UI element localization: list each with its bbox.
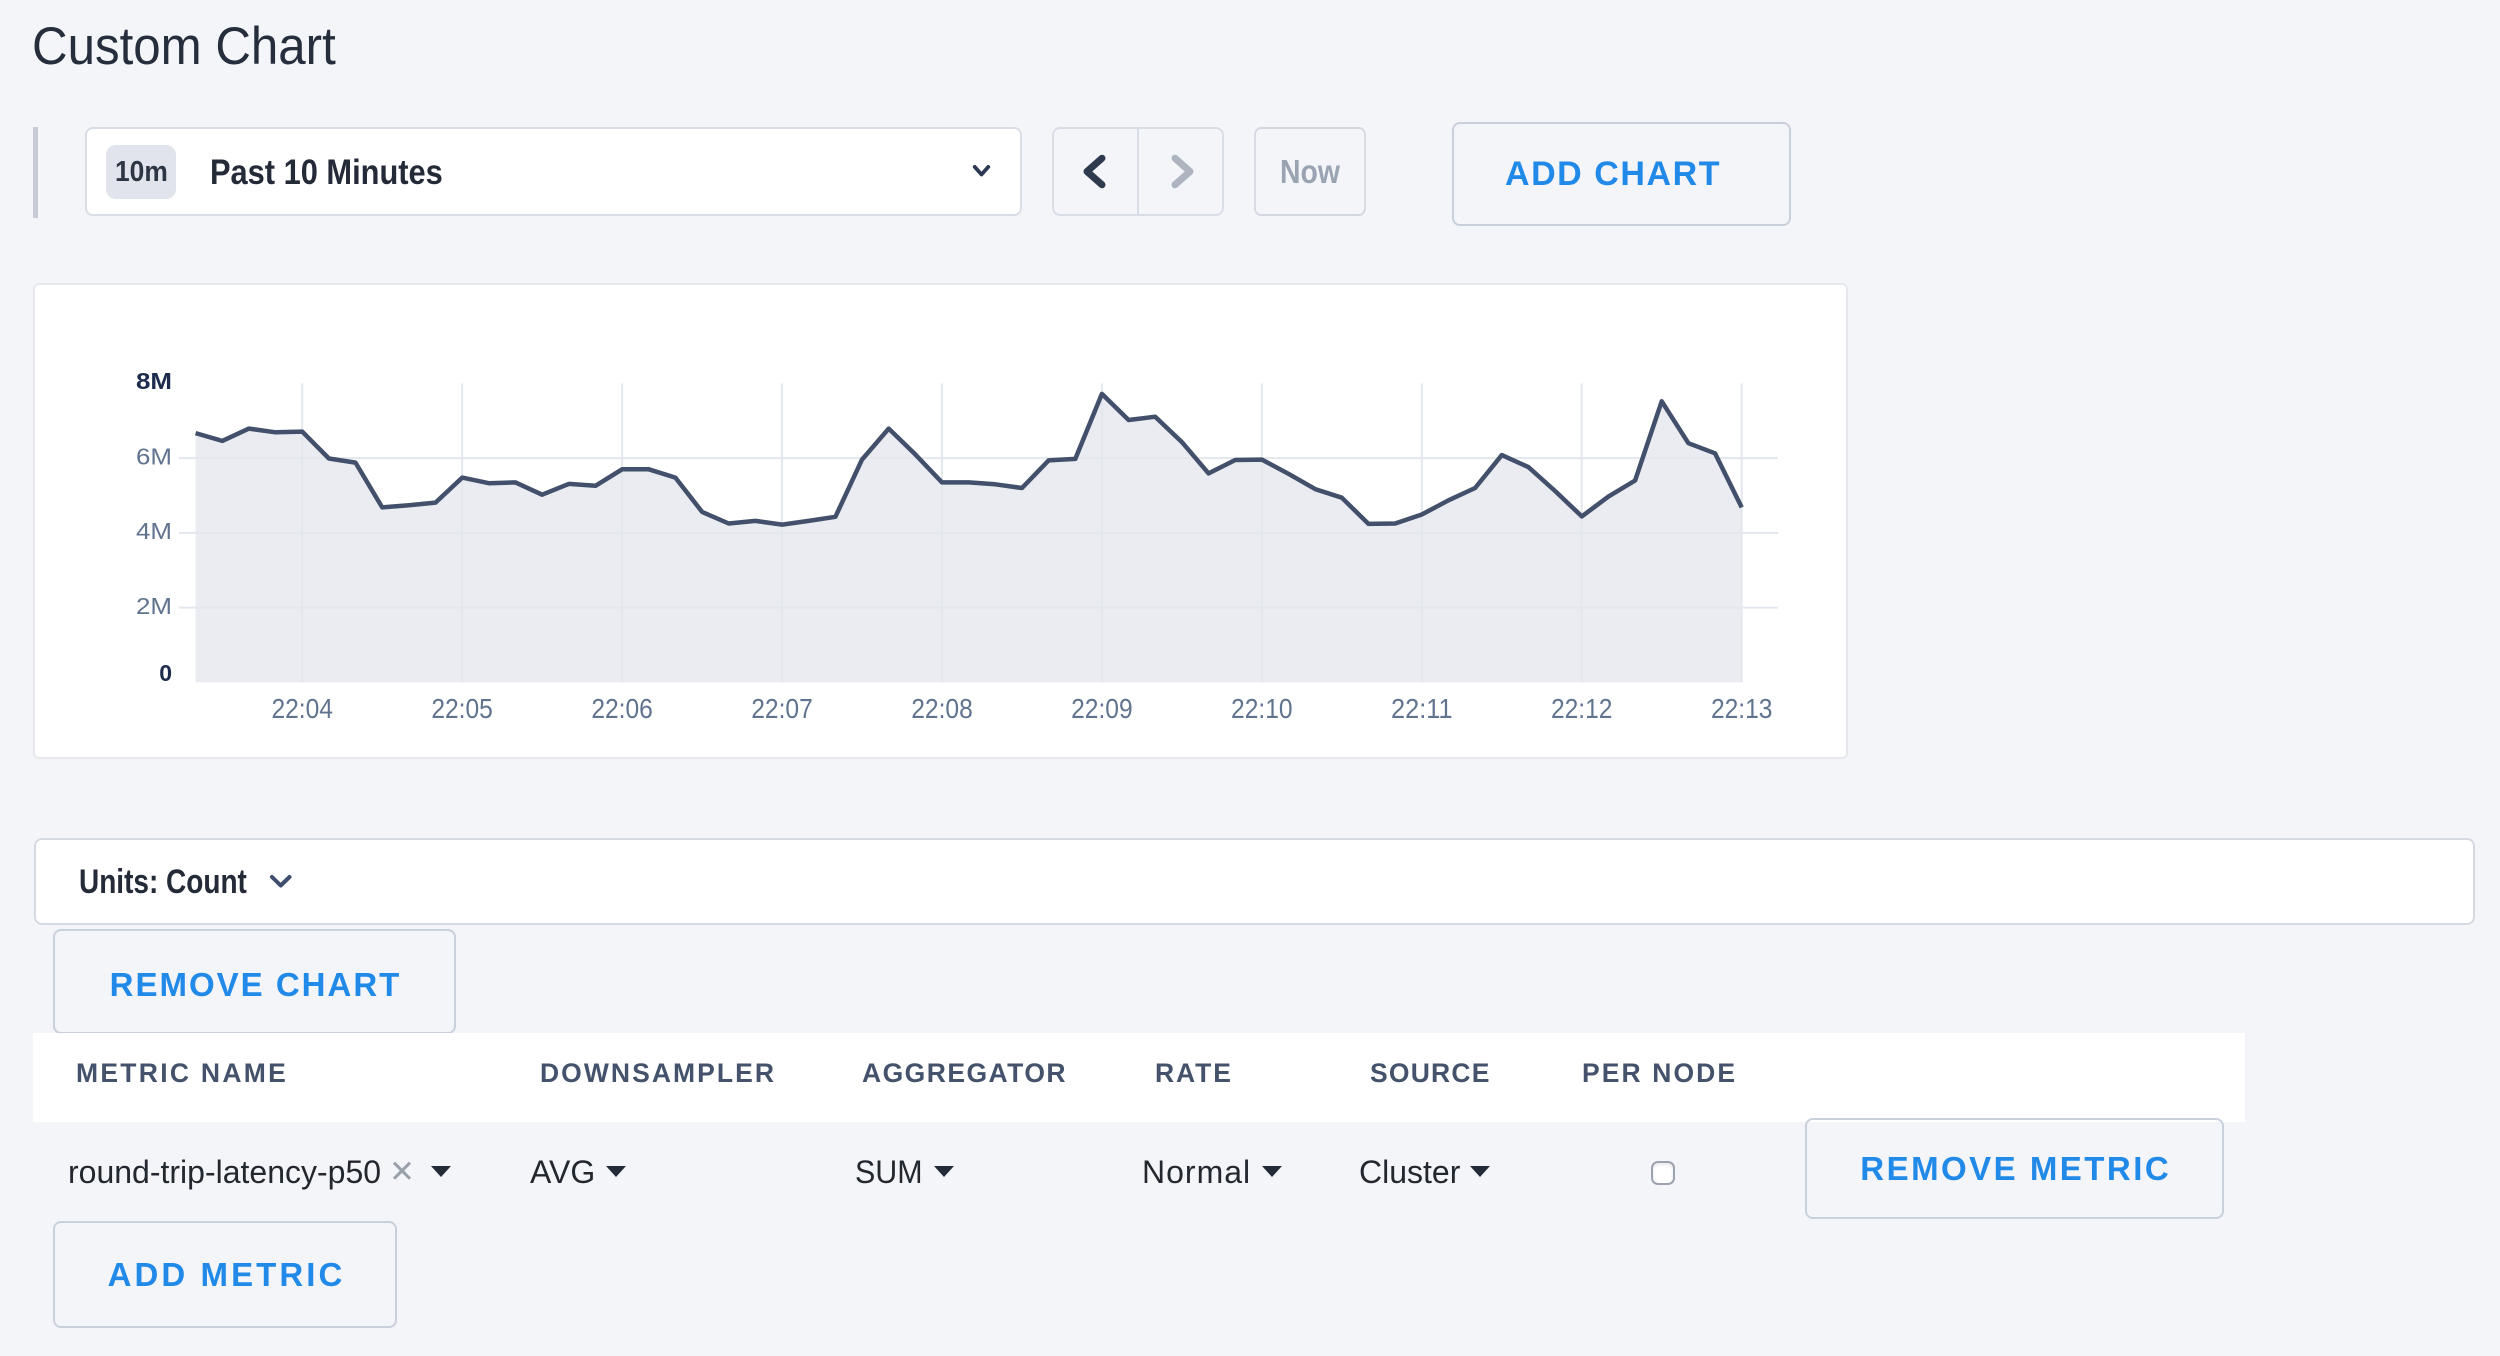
svg-text:22:08: 22:08 xyxy=(911,693,973,724)
svg-text:22:09: 22:09 xyxy=(1071,693,1133,724)
svg-text:22:12: 22:12 xyxy=(1551,693,1613,724)
svg-text:22:04: 22:04 xyxy=(271,693,333,724)
svg-text:22:06: 22:06 xyxy=(591,693,653,724)
svg-text:22:05: 22:05 xyxy=(431,693,493,724)
svg-text:22:13: 22:13 xyxy=(1711,693,1773,724)
svg-text:22:11: 22:11 xyxy=(1391,693,1453,724)
svg-text:0: 0 xyxy=(159,660,172,686)
svg-text:6M: 6M xyxy=(136,444,172,470)
svg-text:2M: 2M xyxy=(136,593,172,619)
svg-text:8M: 8M xyxy=(136,368,172,394)
svg-text:4M: 4M xyxy=(136,518,172,544)
svg-text:22:07: 22:07 xyxy=(751,693,813,724)
svg-text:22:10: 22:10 xyxy=(1231,693,1293,724)
